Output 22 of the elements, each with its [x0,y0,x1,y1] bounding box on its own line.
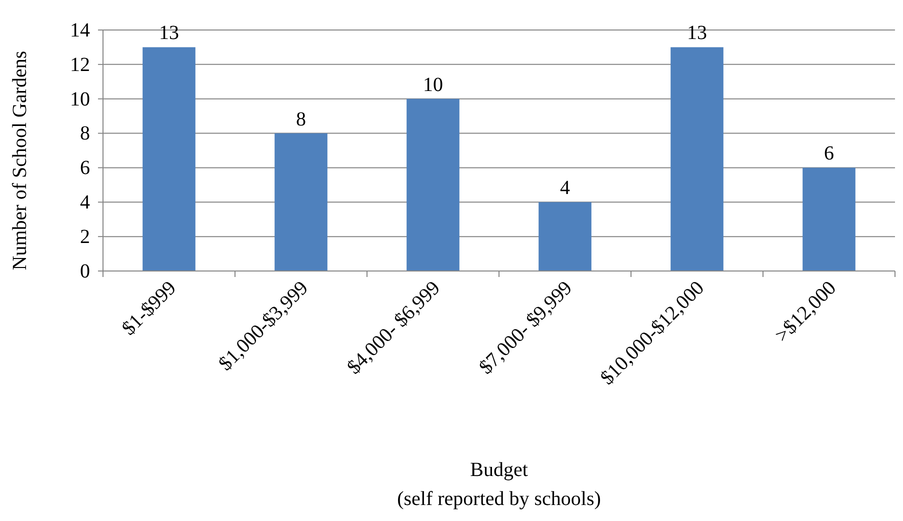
y-axis-title: Number of School Gardens [9,50,31,270]
y-tick-label: 14 [70,19,90,42]
y-tick-label: 6 [80,157,90,180]
bar [274,133,328,271]
bar [802,168,856,271]
bar [406,98,460,271]
bar [670,47,724,271]
y-tick-label: 8 [80,122,90,145]
data-label: 13 [687,22,707,44]
y-tick-label: 4 [80,192,90,214]
data-label: 4 [560,177,570,200]
y-tick-label: 0 [80,260,90,282]
data-label: 13 [159,22,179,44]
bar [538,202,592,271]
data-label: 6 [824,142,834,165]
data-label: 8 [296,108,306,130]
y-tick-label: 2 [80,226,90,248]
x-axis-title: Budget (self reported by schools) [397,459,601,510]
y-tick-label: 10 [70,88,90,110]
data-label: 10 [423,74,443,96]
y-tick-label: 12 [70,54,90,76]
bar [142,47,196,271]
